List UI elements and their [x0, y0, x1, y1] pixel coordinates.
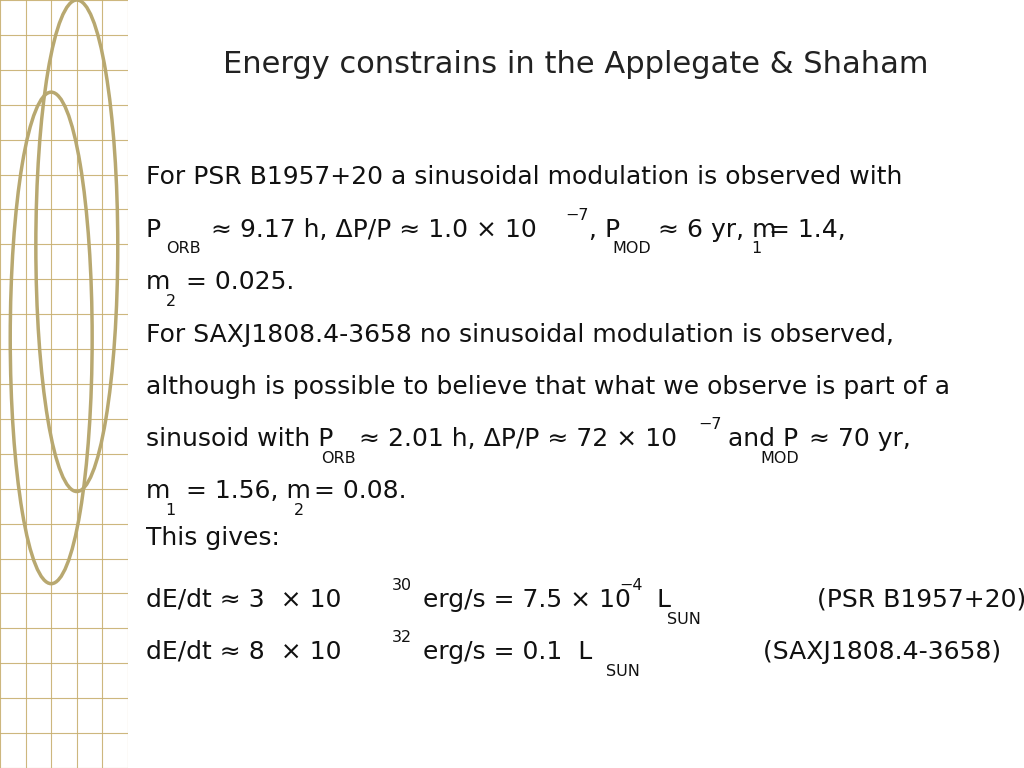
- Text: −4: −4: [618, 578, 642, 593]
- Text: dE/dt ≈ 3  × 10: dE/dt ≈ 3 × 10: [146, 588, 341, 612]
- Text: = 1.56, m: = 1.56, m: [178, 479, 311, 504]
- Text: = 0.08.: = 0.08.: [306, 479, 407, 504]
- Text: SUN: SUN: [668, 611, 701, 627]
- Text: This gives:: This gives:: [146, 526, 280, 551]
- Text: (SAXJ1808.4-3658): (SAXJ1808.4-3658): [676, 640, 1001, 664]
- Text: ≈ 6 yr, m: ≈ 6 yr, m: [657, 217, 776, 242]
- Text: For PSR B1957+20 a sinusoidal modulation is observed with: For PSR B1957+20 a sinusoidal modulation…: [146, 165, 902, 190]
- Text: (PSR B1957+20): (PSR B1957+20): [737, 588, 1024, 612]
- Text: MOD: MOD: [761, 451, 800, 466]
- Text: −7: −7: [698, 417, 722, 432]
- Text: 2: 2: [166, 293, 176, 309]
- Text: erg/s = 0.1  L: erg/s = 0.1 L: [415, 640, 592, 664]
- Text: = 1.4,: = 1.4,: [762, 217, 846, 242]
- Text: −7: −7: [565, 207, 589, 223]
- Text: ORB: ORB: [321, 451, 355, 466]
- Text: = 0.025.: = 0.025.: [178, 270, 295, 294]
- Text: although is possible to believe that what we observe is part of a: although is possible to believe that wha…: [146, 375, 950, 399]
- Text: MOD: MOD: [612, 241, 651, 257]
- Text: ≈ 9.17 h, ΔP/P ≈ 1.0 × 10: ≈ 9.17 h, ΔP/P ≈ 1.0 × 10: [211, 217, 537, 242]
- Text: 32: 32: [391, 630, 412, 645]
- Text: m: m: [146, 479, 170, 504]
- Text: ORB: ORB: [166, 241, 201, 257]
- Text: m: m: [146, 270, 170, 294]
- Text: erg/s = 7.5 × 10: erg/s = 7.5 × 10: [415, 588, 631, 612]
- Text: Energy constrains in the Applegate & Shaham: Energy constrains in the Applegate & Sha…: [223, 50, 929, 79]
- Text: P: P: [146, 217, 161, 242]
- Text: ≈ 70 yr,: ≈ 70 yr,: [801, 427, 910, 452]
- Text: ≈ 2.01 h, ΔP/P ≈ 72 × 10: ≈ 2.01 h, ΔP/P ≈ 72 × 10: [359, 427, 677, 452]
- Text: For SAXJ1808.4-3658 no sinusoidal modulation is observed,: For SAXJ1808.4-3658 no sinusoidal modula…: [146, 323, 894, 347]
- Text: and P: and P: [720, 427, 799, 452]
- Text: 1: 1: [166, 503, 176, 518]
- Text: , P: , P: [590, 217, 621, 242]
- Text: 30: 30: [391, 578, 412, 593]
- Text: SUN: SUN: [605, 664, 639, 679]
- Text: dE/dt ≈ 8  × 10: dE/dt ≈ 8 × 10: [146, 640, 341, 664]
- Text: L: L: [641, 588, 671, 612]
- Text: sinusoid with P: sinusoid with P: [146, 427, 333, 452]
- Text: 1: 1: [752, 241, 762, 257]
- Text: 2: 2: [294, 503, 304, 518]
